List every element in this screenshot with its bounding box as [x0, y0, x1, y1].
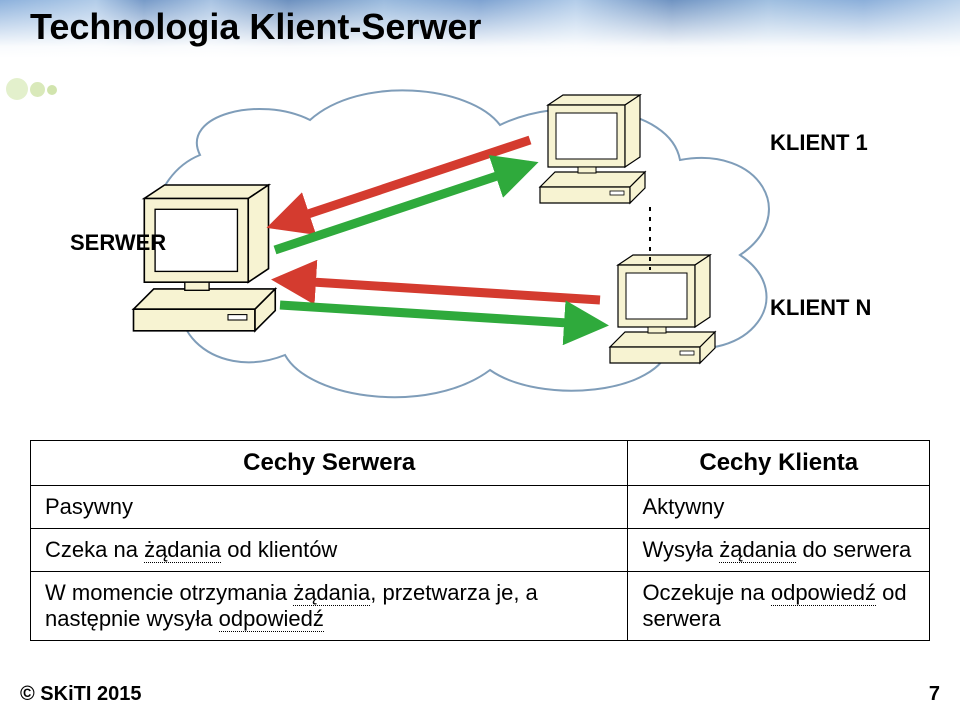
page-title: Technologia Klient-Serwer — [30, 6, 481, 48]
table-cell: Aktywny — [628, 486, 930, 529]
footer-page-number: 7 — [929, 683, 940, 706]
th-server: Cechy Serwera — [31, 441, 628, 486]
klientn-label: KLIENT N — [770, 295, 871, 321]
table-cell: W momencie otrzymania żądania, przetwarz… — [31, 572, 628, 641]
th-client: Cechy Klienta — [628, 441, 930, 486]
table-cell: Pasywny — [31, 486, 628, 529]
features-table: Cechy Serwera Cechy Klienta PasywnyAktyw… — [30, 440, 930, 641]
table-cell: Czeka na żądania od klientów — [31, 529, 628, 572]
serwer-label: SERWER — [70, 230, 166, 256]
footer-copyright: © SKiTI 2015 — [20, 683, 141, 706]
klient1-label: KLIENT 1 — [770, 130, 868, 156]
decorative-bubbles — [6, 78, 59, 105]
table-cell: Oczekuje na odpowiedź od serwera — [628, 572, 930, 641]
table-cell: Wysyła żądania do serwera — [628, 529, 930, 572]
